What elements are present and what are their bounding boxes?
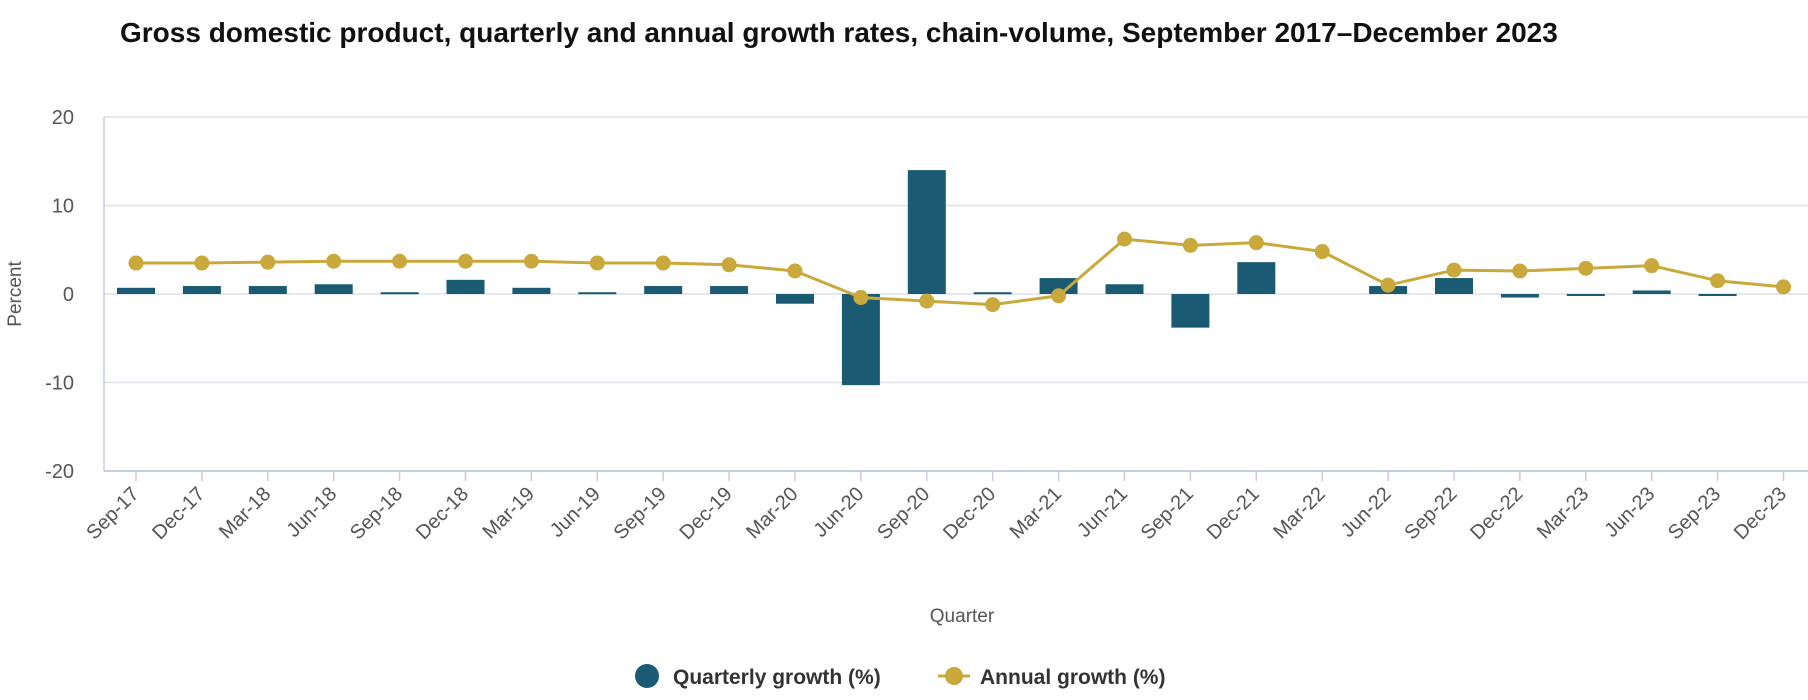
y-tick-label: 10 bbox=[52, 196, 74, 218]
x-tick-label: Dec-23 bbox=[1730, 483, 1791, 544]
y-axis-ticks: 20 10 0 -10 -20 bbox=[45, 107, 74, 483]
quarterly-bar-Mar-19 bbox=[512, 287, 551, 294]
legend-annual-swatch bbox=[945, 667, 963, 685]
annual-point-Mar-22 bbox=[1314, 244, 1330, 260]
y-axis-label: Percent bbox=[5, 261, 26, 327]
x-tick-label: Dec-20 bbox=[939, 483, 1000, 544]
annual-point-Dec-19 bbox=[721, 257, 737, 273]
y-tick-label: -20 bbox=[45, 461, 74, 483]
quarterly-bar-Sep-17 bbox=[117, 287, 155, 294]
quarterly-bar-Dec-22 bbox=[1500, 294, 1539, 298]
quarterly-bar-Jun-18 bbox=[314, 284, 353, 294]
annual-point-Jun-19 bbox=[589, 255, 605, 271]
x-tick-label: Jun-20 bbox=[810, 483, 869, 542]
y-tick-label: 0 bbox=[63, 284, 74, 306]
x-tick-label: Sep-20 bbox=[873, 483, 934, 544]
quarterly-bar-Jun-21 bbox=[1105, 284, 1144, 294]
x-tick-label: Mar-22 bbox=[1269, 483, 1329, 543]
legend-quarterly-swatch bbox=[635, 664, 659, 688]
x-tick-label: Jun-18 bbox=[282, 483, 341, 542]
quarterly-bars bbox=[117, 170, 1737, 386]
annual-point-Dec-17 bbox=[194, 255, 210, 271]
quarterly-bar-Dec-18 bbox=[446, 279, 485, 294]
quarterly-bar-Jun-19 bbox=[578, 292, 617, 295]
annual-point-Dec-20 bbox=[985, 297, 1001, 313]
legend-quarterly-label: Quarterly growth (%) bbox=[673, 666, 881, 689]
x-tick-label: Mar-20 bbox=[742, 483, 802, 543]
quarterly-bar-Jun-23 bbox=[1632, 290, 1671, 294]
annual-point-Sep-20 bbox=[919, 293, 935, 309]
quarterly-bar-Mar-23 bbox=[1566, 294, 1605, 296]
annual-point-Mar-19 bbox=[523, 253, 539, 269]
annual-point-Sep-19 bbox=[655, 255, 671, 271]
x-tick-label: Sep-17 bbox=[82, 483, 143, 544]
annual-point-Sep-21 bbox=[1182, 237, 1198, 253]
x-tick-label: Dec-22 bbox=[1466, 483, 1527, 544]
quarterly-bar-Sep-20 bbox=[907, 170, 946, 294]
legend-annual-label: Annual growth (%) bbox=[980, 666, 1165, 689]
annual-point-Dec-23 bbox=[1776, 279, 1791, 295]
x-tick-label: Jun-23 bbox=[1600, 483, 1659, 542]
x-tick-label: Sep-18 bbox=[346, 483, 407, 544]
x-tick-label: Mar-18 bbox=[215, 483, 275, 543]
annual-point-Dec-22 bbox=[1512, 263, 1528, 279]
annual-point-Sep-18 bbox=[392, 253, 408, 269]
annual-point-Sep-22 bbox=[1446, 262, 1462, 278]
annual-point-Sep-23 bbox=[1710, 273, 1726, 289]
annual-point-Jun-22 bbox=[1380, 277, 1396, 293]
quarterly-bar-Dec-19 bbox=[710, 286, 749, 294]
x-tick-label: Sep-19 bbox=[610, 483, 671, 544]
y-tick-label: -10 bbox=[45, 373, 74, 395]
x-tick-label: Jun-19 bbox=[546, 483, 605, 542]
x-tick-label: Dec-21 bbox=[1203, 483, 1264, 544]
quarterly-bar-Dec-20 bbox=[973, 292, 1012, 295]
quarterly-bar-Sep-22 bbox=[1435, 278, 1473, 294]
y-tick-label: 20 bbox=[52, 107, 74, 129]
quarterly-bar-Sep-21 bbox=[1171, 294, 1210, 328]
annual-line bbox=[128, 231, 1791, 313]
annual-point-Mar-18 bbox=[260, 254, 276, 270]
quarterly-bar-Mar-20 bbox=[776, 294, 814, 304]
chart-title: Gross domestic product, quarterly and an… bbox=[120, 17, 1558, 48]
annual-growth-line bbox=[136, 237, 1784, 307]
x-tick-label: Dec-19 bbox=[675, 483, 736, 544]
annual-point-Jun-18 bbox=[326, 253, 342, 269]
x-tick-label: Mar-21 bbox=[1006, 483, 1066, 543]
quarterly-bar-Jun-20 bbox=[841, 294, 880, 386]
x-axis-ticks: Sep-17 Dec-17 Mar-18 Jun-18 Sep-18 Dec-18 Mar-… bbox=[82, 471, 1791, 544]
x-tick-label: Jun-21 bbox=[1073, 483, 1132, 542]
annual-point-Jun-20 bbox=[853, 290, 869, 306]
annual-point-Sep-17 bbox=[128, 255, 144, 271]
annual-point-Mar-20 bbox=[787, 263, 803, 279]
x-tick-label: Jun-22 bbox=[1337, 483, 1396, 542]
x-tick-label: Sep-21 bbox=[1137, 483, 1198, 544]
quarterly-bar-Dec-21 bbox=[1237, 262, 1276, 294]
x-tick-label: Mar-23 bbox=[1533, 483, 1593, 543]
x-tick-label: Mar-19 bbox=[479, 483, 539, 543]
quarterly-bar-Mar-21 bbox=[1039, 278, 1078, 294]
quarterly-bar-Sep-19 bbox=[644, 286, 683, 294]
annual-point-Dec-21 bbox=[1248, 235, 1264, 251]
annual-point-Mar-21 bbox=[1051, 288, 1067, 304]
quarterly-bar-Mar-18 bbox=[248, 286, 287, 294]
annual-point-Jun-21 bbox=[1117, 231, 1132, 247]
quarterly-bar-Sep-23 bbox=[1698, 294, 1737, 296]
quarterly-bar-Dec-17 bbox=[182, 286, 221, 294]
annual-point-Dec-18 bbox=[458, 253, 473, 269]
quarterly-bar-Sep-18 bbox=[380, 292, 419, 295]
x-tick-label: Dec-18 bbox=[412, 483, 473, 544]
x-axis-label: Quarter bbox=[930, 606, 995, 627]
x-tick-label: Sep-22 bbox=[1400, 483, 1461, 544]
x-tick-label: Sep-23 bbox=[1664, 483, 1725, 544]
x-tick-label: Dec-17 bbox=[148, 483, 209, 544]
annual-point-Mar-23 bbox=[1578, 260, 1594, 276]
legend: Quarterly growth (%) Annual growth (%) bbox=[635, 664, 1165, 689]
grid-lines bbox=[103, 116, 1808, 472]
annual-point-Jun-23 bbox=[1644, 258, 1660, 274]
